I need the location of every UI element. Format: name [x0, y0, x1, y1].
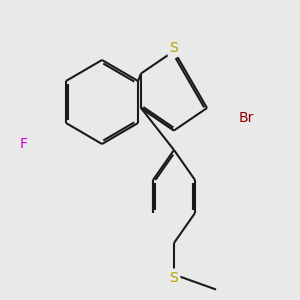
- Text: Br: Br: [238, 112, 254, 125]
- Text: F: F: [20, 137, 28, 151]
- Text: S: S: [169, 41, 178, 55]
- Text: S: S: [169, 271, 178, 284]
